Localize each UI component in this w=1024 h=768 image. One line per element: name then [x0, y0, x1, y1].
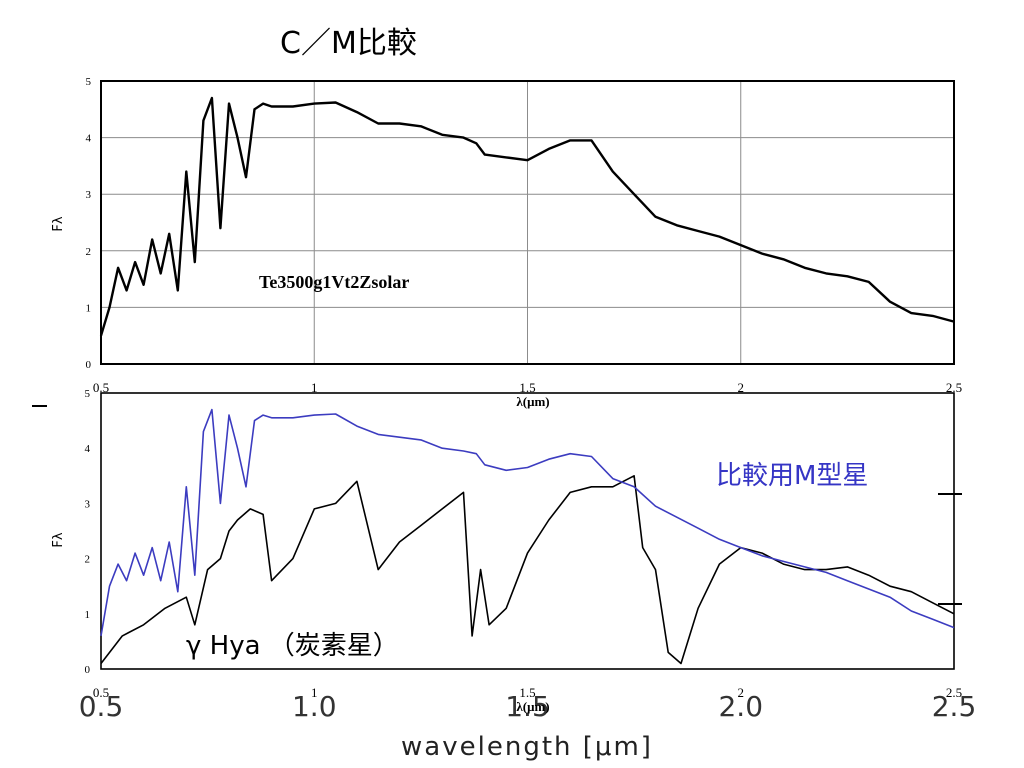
- top-x-axis-label: λ(μm): [516, 394, 549, 409]
- top-plot-frame: [100, 80, 955, 365]
- top-y-tick-label: 1: [86, 302, 92, 314]
- top-y-ticks: 0 1 2 3 4 5: [86, 76, 92, 371]
- bottom-x-tick-label-small: 1.5: [519, 685, 535, 700]
- top-chart: 0 1 2 3 4 5 0.5 1 1.5 2 2.5 λ(μm) Fλ Te3500g1Vt2Z…: [51, 76, 962, 409]
- top-grid: [101, 81, 954, 364]
- top-y-tick-label: 3: [86, 189, 92, 201]
- series-line-carbon-star: [100, 475, 955, 665]
- bottom-x-tick-label: 2.0: [718, 690, 763, 723]
- bottom-x-tick-label-small: 2.5: [946, 685, 962, 700]
- bottom-x-ticks: 0.5 1.0 1.5 2.0 2.5: [79, 690, 977, 723]
- bottom-x-tick-label-small: 1: [311, 685, 318, 700]
- bottom-y-tick-label: 4: [85, 443, 91, 455]
- wavelength-caption: wavelength [μm]: [401, 732, 653, 762]
- top-x-tick-label: 2.5: [946, 380, 962, 395]
- m-star-label: 比較用M型星: [716, 461, 868, 491]
- bottom-y-tick-label: 1: [85, 609, 91, 621]
- bottom-plot-frame: [100, 392, 955, 670]
- bottom-y-tick-label: 5: [85, 388, 91, 400]
- bottom-x-tick-label: 1.0: [292, 690, 337, 723]
- top-x-tick-label: 2: [738, 380, 745, 395]
- bottom-y-tick-label: 0: [85, 664, 91, 676]
- top-x-tick-label: 0.5: [93, 380, 109, 395]
- page-title: C／M比較: [280, 26, 417, 61]
- bottom-x-tick-label: 1.5: [505, 690, 550, 723]
- bottom-y-tick-label: 3: [85, 498, 91, 510]
- bottom-y-ticks: 0 1 2 3 4 5: [85, 388, 91, 676]
- top-x-tick-label: 1: [311, 380, 318, 395]
- model-annotation: Te3500g1Vt2Zsolar: [259, 272, 409, 292]
- top-y-axis-label: Fλ: [51, 216, 66, 231]
- bottom-y-axis-label: Fλ: [51, 532, 66, 547]
- bottom-x-tick-label: 0.5: [79, 690, 124, 723]
- top-y-tick-label: 4: [86, 133, 92, 145]
- bottom-y-tick-label: 2: [85, 554, 91, 566]
- bottom-x-tick-label-small: 0.5: [93, 685, 109, 700]
- top-y-tick-label: 0: [86, 359, 92, 371]
- bottom-x-tick-label-small: 2: [738, 685, 745, 700]
- top-y-tick-label: 5: [86, 76, 92, 88]
- bottom-x-axis-label: λ(μm): [516, 699, 549, 714]
- carbon-star-label: γ Hya （炭素星）: [186, 631, 399, 661]
- top-y-tick-label: 2: [86, 246, 92, 258]
- bottom-chart: 0 1 2 3 4 5 0.5 1 1.5 2 2.5 0.5 1.0 1.5 2.0 2.5 λ(μm)…: [32, 388, 976, 762]
- top-x-ticks: 0.5 1 1.5 2 2.5: [93, 380, 962, 395]
- top-x-tick-label: 1.5: [519, 380, 535, 395]
- bottom-x-ticks-small: 0.5 1 1.5 2 2.5: [93, 685, 962, 700]
- series-line-model: [99, 96, 955, 337]
- series-line-m-star: [100, 408, 955, 637]
- bottom-x-tick-label: 2.5: [932, 690, 977, 723]
